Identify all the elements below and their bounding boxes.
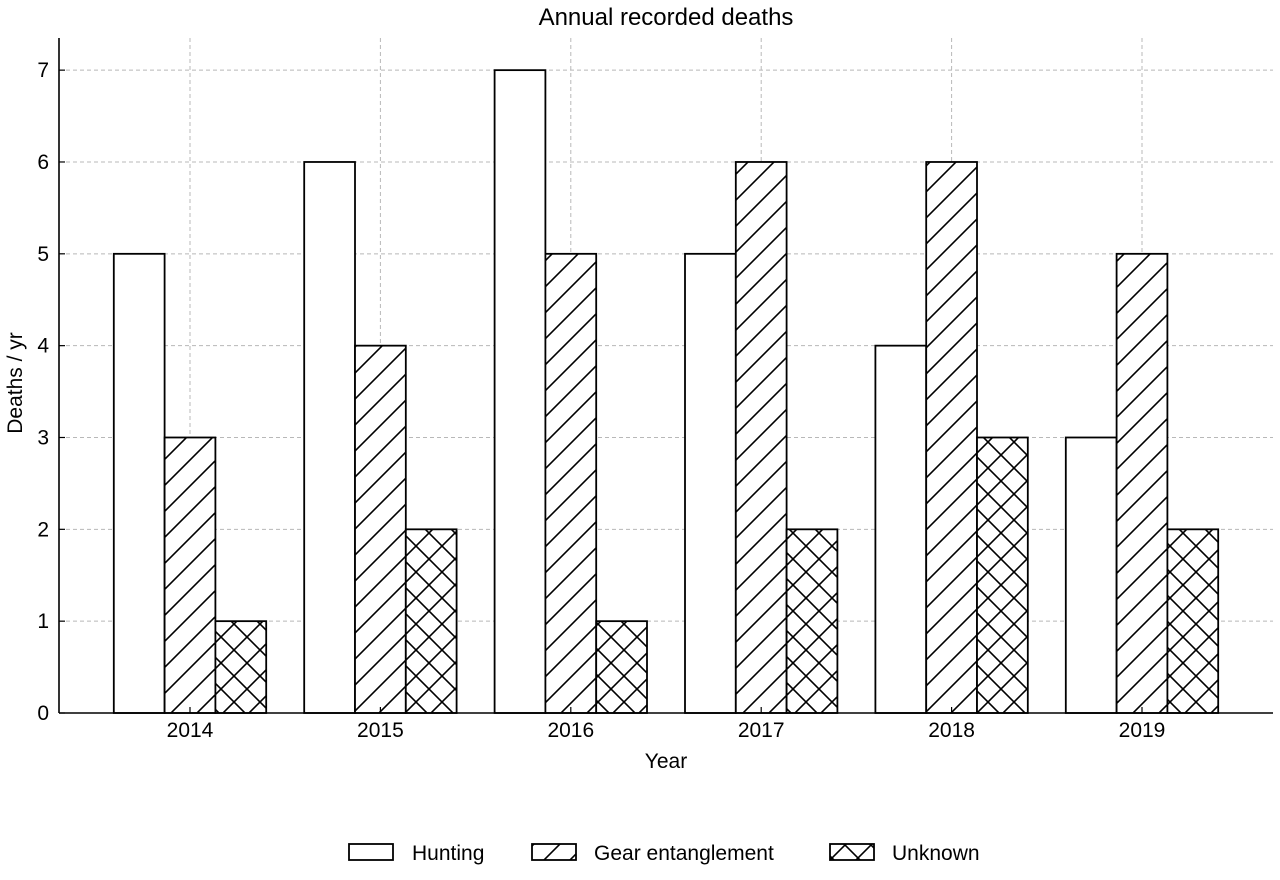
y-axis-title: Deaths / yr xyxy=(4,332,27,434)
x-ticks: 2014 2015 2016 2017 2018 2019 xyxy=(167,707,1166,742)
chart-title: Annual recorded deaths xyxy=(539,4,794,31)
legend-swatch xyxy=(829,843,875,861)
bar-hunting xyxy=(303,161,356,714)
x-tick-label: 2018 xyxy=(928,719,975,742)
bar-gear-entanglement xyxy=(734,161,788,714)
bar-gear-entanglement xyxy=(354,344,407,714)
bar-unknown xyxy=(214,620,268,714)
bar-gear-entanglement xyxy=(925,161,978,714)
bar-unknown xyxy=(404,528,458,714)
legend-label: Hunting xyxy=(412,842,484,865)
y-tick-label: 1 xyxy=(37,610,49,633)
y-tick-label: 4 xyxy=(37,335,49,358)
bar-hunting xyxy=(493,69,547,714)
bar-unknown xyxy=(595,620,648,714)
bar-unknown xyxy=(1166,528,1220,714)
y-ticks: 0 1 2 3 4 5 6 7 xyxy=(37,59,65,725)
y-tick-label: 6 xyxy=(37,151,49,174)
legend-label: Unknown xyxy=(892,842,980,865)
bar-gear-entanglement xyxy=(1115,252,1169,714)
bars xyxy=(112,69,1220,714)
legend: Hunting Gear entanglement Unknown xyxy=(348,842,980,865)
y-tick-label: 5 xyxy=(37,243,49,266)
bar-hunting xyxy=(112,252,166,714)
x-tick-label: 2014 xyxy=(167,719,214,742)
bar-hunting xyxy=(684,252,737,714)
legend-swatch xyxy=(348,843,394,861)
legend-swatch xyxy=(531,843,577,861)
bar-unknown xyxy=(976,436,1029,714)
x-axis-title: Year xyxy=(645,750,687,773)
y-tick-label: 0 xyxy=(37,702,49,725)
y-tick-label: 3 xyxy=(37,426,49,449)
legend-label: Gear entanglement xyxy=(594,842,774,865)
y-tick-label: 7 xyxy=(37,59,49,82)
x-tick-label: 2015 xyxy=(357,719,404,742)
bar-hunting xyxy=(1064,436,1118,714)
bar-unknown xyxy=(785,528,839,714)
bar-gear-entanglement xyxy=(163,436,217,714)
axes xyxy=(58,38,1273,714)
y-tick-label: 2 xyxy=(37,518,49,541)
bar-hunting xyxy=(874,344,928,714)
x-tick-label: 2019 xyxy=(1119,719,1166,742)
x-tick-label: 2017 xyxy=(738,719,785,742)
x-tick-label: 2016 xyxy=(547,719,594,742)
bar-gear-entanglement xyxy=(544,252,598,714)
